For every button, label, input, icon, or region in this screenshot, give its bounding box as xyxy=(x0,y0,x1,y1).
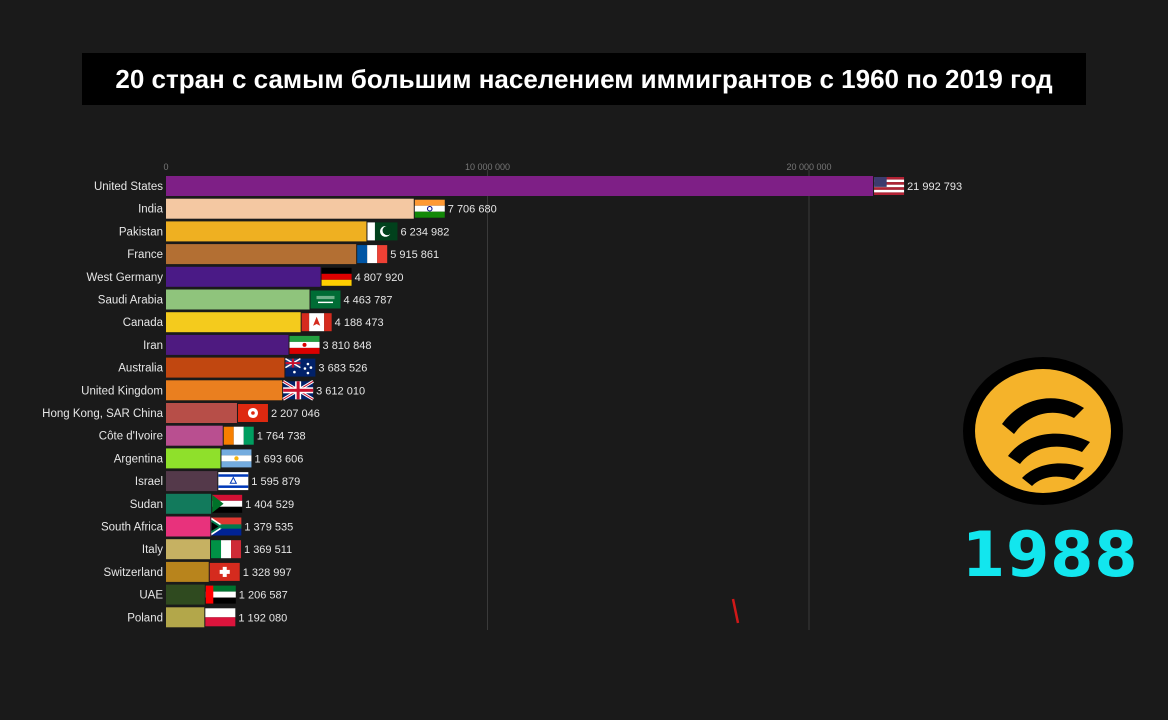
flag-icon-sa xyxy=(310,290,341,309)
category-label: Sudan xyxy=(130,499,163,511)
flag-icon-pk xyxy=(367,222,398,241)
bar xyxy=(166,403,237,423)
bar xyxy=(166,334,289,355)
value-label: 5 915 861 xyxy=(390,249,439,261)
flag-icon-fr xyxy=(357,245,388,264)
bar xyxy=(166,607,205,628)
flag-icon-ca xyxy=(301,313,332,332)
value-label: 4 463 787 xyxy=(344,295,393,307)
category-label: Canada xyxy=(123,317,164,329)
value-label: 1 369 511 xyxy=(244,544,292,556)
flag-icon-au xyxy=(285,357,316,377)
flag-icon-ch xyxy=(209,562,240,581)
value-label: 1 764 738 xyxy=(257,431,306,443)
flag-icon-sd xyxy=(212,494,243,513)
flag-icon-de xyxy=(321,267,352,286)
value-label: 3 683 526 xyxy=(318,363,367,375)
bar xyxy=(166,380,283,401)
flag-icon-ci xyxy=(223,426,254,445)
flag-icon-in xyxy=(414,199,445,218)
flag-icon-us xyxy=(874,177,905,195)
value-label: 6 234 982 xyxy=(400,226,449,238)
category-label: Saudi Arabia xyxy=(98,295,164,307)
value-label: 4 188 473 xyxy=(335,317,384,329)
value-label: 3 612 010 xyxy=(316,385,365,397)
category-label: Switzerland xyxy=(104,567,163,579)
category-label: Australia xyxy=(118,363,163,375)
value-label: 2 207 046 xyxy=(271,408,320,420)
x-tick-label: 20 000 000 xyxy=(786,162,831,172)
category-label: Poland xyxy=(127,612,163,624)
category-label: United States xyxy=(94,181,163,193)
category-label: Hong Kong, SAR China xyxy=(42,408,163,420)
category-label: South Africa xyxy=(101,522,164,534)
value-label: 4 807 920 xyxy=(355,272,404,284)
flag-icon-ar xyxy=(221,449,252,468)
category-label: Pakistan xyxy=(119,226,163,238)
value-label: 7 706 680 xyxy=(448,204,497,216)
category-label: India xyxy=(138,204,164,216)
value-label: 21 992 793 xyxy=(907,181,962,193)
flag-icon-ae xyxy=(205,585,236,604)
bar xyxy=(166,176,874,196)
value-label: 1 379 535 xyxy=(244,522,293,534)
category-label: Côte d'Ivoire xyxy=(99,431,163,443)
bar xyxy=(166,312,301,333)
value-label: 1 595 879 xyxy=(251,476,300,488)
bar xyxy=(166,266,321,287)
flag-icon-ir xyxy=(289,335,320,354)
category-label: United Kingdom xyxy=(81,385,163,397)
category-label: Argentina xyxy=(114,453,164,465)
chart-title: 20 стран с самым большим населением имми… xyxy=(115,63,1053,94)
bar xyxy=(166,289,310,310)
bar xyxy=(166,425,223,446)
bar xyxy=(166,584,205,605)
bar xyxy=(166,198,414,219)
chart-title-box: 20 стран с самым большим населением имми… xyxy=(82,53,1086,105)
x-tick-label: 0 xyxy=(163,162,168,172)
flag-icon-it xyxy=(211,540,242,559)
category-label: UAE xyxy=(139,590,163,602)
value-label: 3 810 848 xyxy=(323,340,372,352)
category-label: Iran xyxy=(143,340,163,352)
value-label: 1 328 997 xyxy=(243,567,292,579)
flag-icon-hk xyxy=(237,404,268,422)
flag-icon-za xyxy=(211,517,242,536)
bar xyxy=(166,244,357,265)
flag-icon-il xyxy=(218,472,249,491)
bar xyxy=(166,516,211,537)
bar xyxy=(166,493,212,514)
category-label: Italy xyxy=(142,544,163,556)
bar xyxy=(166,471,218,492)
bar xyxy=(166,448,221,469)
category-label: France xyxy=(127,249,163,261)
bar xyxy=(166,357,285,378)
category-label: West Germany xyxy=(87,272,164,284)
category-label: Israel xyxy=(135,476,163,488)
value-label: 1 206 587 xyxy=(239,590,288,602)
value-label: 1 693 606 xyxy=(254,453,303,465)
value-label: 1 192 080 xyxy=(238,612,287,624)
bar xyxy=(166,561,209,582)
bar xyxy=(166,539,211,560)
channel-logo-icon xyxy=(963,357,1123,505)
flag-icon-pl xyxy=(205,608,236,627)
bar xyxy=(166,221,367,242)
year-label: 1988 xyxy=(962,518,1139,591)
x-tick-label: 10 000 000 xyxy=(465,162,510,172)
red-stroke-mark xyxy=(731,598,740,624)
value-label: 1 404 529 xyxy=(245,499,294,511)
flag-icon-gb xyxy=(282,380,314,401)
